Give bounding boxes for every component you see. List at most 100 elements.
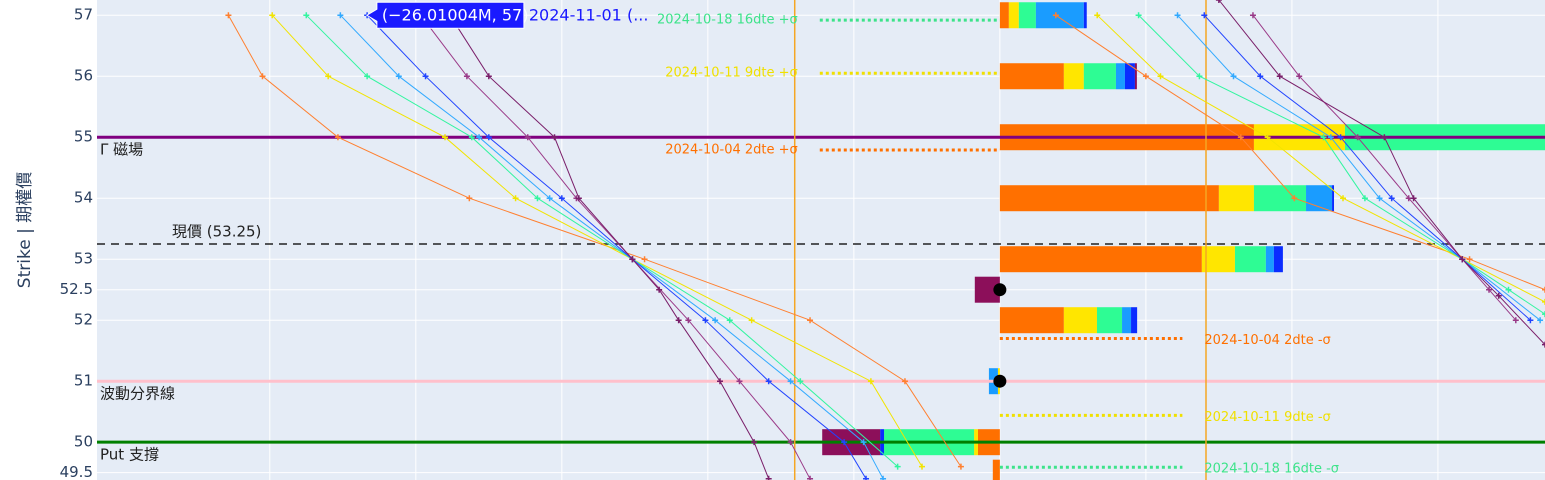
bar-segment — [1083, 2, 1087, 29]
curve-marker — [765, 378, 772, 385]
bar-segment — [1273, 246, 1283, 273]
curve-marker — [1291, 195, 1298, 202]
reference-label: Put 支撐 — [100, 446, 159, 464]
curve-marker — [1230, 73, 1237, 80]
curve-marker — [1410, 195, 1417, 202]
curve-marker — [534, 195, 541, 202]
curve-marker — [863, 475, 870, 480]
curve-marker — [685, 317, 692, 324]
curve-marker — [1157, 73, 1164, 80]
curve-marker — [1381, 134, 1388, 141]
y-tick-label: 54 — [74, 189, 93, 207]
reference-label: 現價 (53.25) — [172, 222, 261, 240]
curve-marker — [422, 73, 429, 80]
curve-marker — [787, 378, 794, 385]
point — [993, 283, 1007, 297]
curve-marker — [629, 256, 636, 263]
curve-marker — [476, 134, 483, 141]
point — [993, 374, 1007, 388]
bar-segment — [1018, 2, 1036, 29]
curve-marker — [1196, 73, 1203, 80]
curve-marker — [1527, 317, 1534, 324]
bar-segment — [1265, 246, 1274, 273]
curve-marker — [1296, 73, 1303, 80]
curve-marker — [1495, 292, 1502, 299]
curve-marker — [1135, 12, 1142, 19]
y-tick-label: 51 — [74, 372, 93, 390]
curve-marker — [1094, 12, 1101, 19]
curve-marker — [575, 195, 582, 202]
curve-marker — [1376, 195, 1383, 202]
curve-marker — [485, 73, 492, 80]
curve-marker — [485, 134, 492, 141]
bar-segment — [1131, 307, 1138, 334]
hover-text: (−26.01004M, 57) — [382, 6, 529, 25]
curve-marker — [1459, 256, 1466, 263]
curve-marker — [675, 317, 682, 324]
curve-marker — [1249, 12, 1256, 19]
curve-marker — [880, 475, 887, 480]
curve-marker — [726, 317, 733, 324]
bar-segment — [1134, 63, 1137, 90]
curve-marker — [259, 73, 266, 80]
curve-marker — [765, 475, 772, 480]
curve-marker — [334, 134, 341, 141]
sigma-label: 2024-10-18 16dte +σ — [657, 13, 798, 28]
reference-label: Γ 磁場 — [100, 141, 143, 159]
curve-marker — [1215, 0, 1222, 3]
curve-marker — [656, 286, 663, 293]
curve-marker — [702, 317, 709, 324]
curve-marker — [1320, 134, 1327, 141]
curve-marker — [1505, 286, 1512, 293]
sigma-label: 2024-10-04 2dte -σ — [1204, 333, 1330, 348]
hover-box — [365, 1, 525, 29]
curve-marker — [364, 73, 371, 80]
hover-name: 2024-11-01 (... — [529, 6, 649, 25]
curve-marker — [957, 463, 964, 470]
curve-marker — [894, 463, 901, 470]
y-tick-label: 55 — [74, 128, 93, 146]
sigma-label: 2024-10-04 2dte +σ — [665, 143, 798, 158]
curve-marker — [303, 12, 310, 19]
bar-segment — [999, 2, 1009, 29]
curve-marker — [1264, 134, 1271, 141]
curve-marker — [269, 12, 276, 19]
curve-marker — [807, 317, 814, 324]
curve-marker — [1388, 195, 1395, 202]
curve-marker — [1237, 134, 1244, 141]
curve — [1177, 14, 1541, 321]
bar-segment — [1083, 63, 1116, 90]
curve-marker — [468, 134, 475, 141]
curve-marker — [1542, 341, 1545, 348]
curve-marker — [558, 195, 565, 202]
curve-marker — [751, 439, 758, 446]
curve-marker — [442, 134, 449, 141]
bar-segment — [1201, 246, 1235, 273]
bar-segment — [999, 63, 1064, 90]
curve-marker — [807, 475, 814, 480]
curve-marker — [551, 134, 558, 141]
curve-marker — [1142, 73, 1149, 80]
bar-segment — [1115, 63, 1125, 90]
y-tick-label: 52.5 — [60, 280, 93, 298]
bar-segment — [1332, 185, 1335, 212]
bar-segment — [1234, 246, 1266, 273]
curve-marker — [1052, 12, 1059, 19]
bar-segment — [1008, 2, 1019, 29]
curve-marker — [337, 12, 344, 19]
curve-marker — [546, 195, 553, 202]
curve — [271, 14, 923, 467]
curve-marker — [1257, 73, 1264, 80]
curve-marker — [395, 73, 402, 80]
bar-segment — [1218, 185, 1254, 212]
curve-marker — [1337, 134, 1344, 141]
curve-marker — [463, 73, 470, 80]
curve — [1096, 14, 1545, 303]
curve — [227, 14, 962, 467]
curve-marker — [901, 378, 908, 385]
bar-segment — [1063, 307, 1097, 334]
curve-marker — [325, 73, 332, 80]
curve-marker — [1276, 73, 1283, 80]
